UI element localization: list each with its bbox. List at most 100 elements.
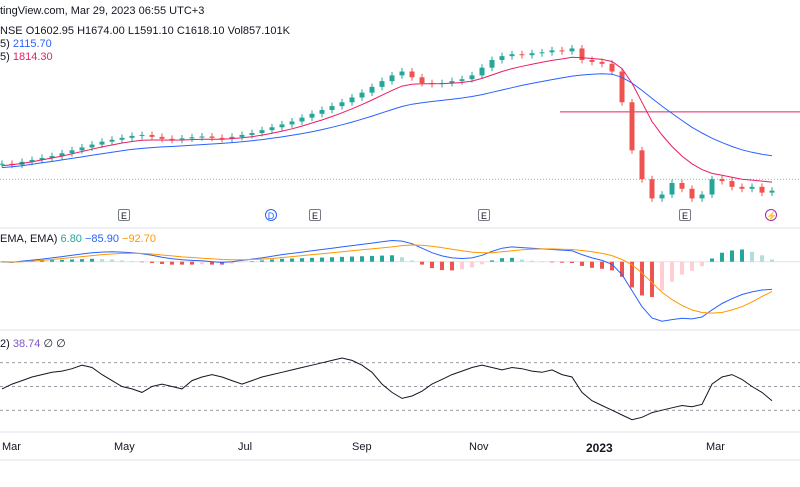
candle-body-6 [59,153,65,157]
candle-body-42 [419,77,425,84]
candle-body-29 [289,121,295,125]
candle-body-24 [239,134,245,137]
candle-body-31 [309,113,315,118]
open-value: 1602.95 [34,25,75,37]
candle-body-58 [579,48,585,60]
macd-histogram-bar-6 [60,259,64,262]
open-label: O [25,25,35,37]
macd-histogram-bar-44 [440,261,444,271]
macd-histogram-bar-52 [520,259,524,262]
candle-body-35 [349,97,355,103]
earnings-marker-3[interactable]: E [478,209,490,221]
candle-body-18 [179,138,185,140]
candle-body-74 [739,186,745,189]
chart-source-line: tingView.com, Mar 29, 2023 06:55 UTC+3 [0,5,205,17]
candle-body-21 [209,136,215,138]
candle-body-64 [639,150,645,180]
macd-histogram-bar-58 [580,261,584,266]
candle-body-60 [599,61,605,64]
candle-body-46 [459,79,465,82]
macd-histogram-bar-61 [610,261,614,271]
candle-body-25 [249,133,255,135]
macd-prefix: EMA, EMA) [0,233,58,245]
candle-body-62 [619,71,625,103]
candle-body-36 [359,92,365,98]
macd-histogram-bar-66 [660,261,664,291]
close-label: C [176,25,185,37]
candle-body-61 [609,63,615,72]
high-value: 1674.00 [85,25,125,37]
macd-histogram-bar-51 [510,257,514,262]
macd-histogram-bar-12 [120,260,124,262]
macd-histogram-bar-18 [180,261,184,265]
macd-histogram-bar-37 [370,255,374,262]
macd-histogram-bar-43 [430,261,434,269]
macd-histogram-bar-7 [70,259,74,262]
macd-histogram-bar-38 [380,255,384,262]
candle-body-37 [369,86,375,93]
macd-histogram-bar-45 [450,261,454,271]
macd-histogram-bar-4 [40,260,44,262]
candle-body-16 [159,136,165,139]
candle-body-26 [259,130,265,134]
month-label-may: May [114,441,135,453]
rsi-series [1,357,773,421]
macd-signal-series [1,244,773,314]
macd-histogram-bar-13 [130,261,134,262]
macd-histogram-bar-75 [750,251,754,262]
macd-histogram-bar-41 [410,260,414,262]
ma-short-value: 1814.30 [12,51,53,63]
candle-body-11 [109,139,115,142]
macd-signal-value: −92.70 [122,233,156,245]
ma-long-series [1,73,773,169]
candle-body-50 [499,56,505,60]
candle-body-8 [79,147,85,151]
month-label-sep: Sep [352,441,372,453]
month-label-mar: Mar [2,441,21,453]
dividend-marker[interactable]: D [265,209,277,221]
candle-body-27 [269,127,275,131]
macd-histogram-bar-53 [530,260,534,262]
macd-histogram-bar-20 [200,261,204,265]
candle-body-67 [669,183,675,195]
macd-histogram-bar-5 [50,260,54,262]
candle-body-75 [749,186,755,189]
earnings-marker-1[interactable]: E [118,209,130,221]
candle-body-19 [189,137,195,139]
macd-histogram-bar-33 [330,257,334,262]
candle-body-52 [519,54,525,56]
macd-histogram-bar-57 [570,261,574,263]
candle-body-12 [119,137,125,140]
macd-histogram-bar-63 [630,261,634,288]
ma-short-readout: 5) 1814.30 [0,51,53,63]
macd-histogram-bar-60 [600,261,604,269]
macd-histogram-bar-65 [650,261,654,298]
macd-histogram-bar-35 [350,256,354,262]
macd-histogram-bar-70 [700,261,704,267]
candle-body-40 [399,71,405,76]
candle-body-56 [559,50,565,52]
candle-body-65 [649,179,655,199]
earnings-marker-2[interactable]: E [309,209,321,221]
split-marker[interactable]: ⚡ [765,209,778,221]
candle-body-20 [199,136,205,138]
macd-histogram-bar-31 [310,257,314,262]
candle-body-14 [139,134,145,136]
rsi-prefix: 2) [0,338,10,350]
macd-histogram-bar-10 [100,259,104,262]
macd-histogram-bar-64 [640,261,644,296]
low-label: L [127,25,134,37]
ma-long-readout: 5) 2115.70 [0,38,52,50]
macd-histogram-bar-34 [340,256,344,262]
candle-body-33 [329,106,335,110]
macd-histogram-bar-76 [760,255,764,262]
candle-body-34 [339,102,345,107]
macd-histogram-bar-73 [730,250,734,262]
candle-body-71 [709,179,715,195]
vol-value: 857.101K [242,25,290,37]
macd-histogram-bar-32 [320,257,324,262]
macd-histogram-bar-22 [220,261,224,265]
candle-body-68 [679,183,685,189]
earnings-marker-4[interactable]: E [679,209,691,221]
candle-body-70 [699,194,705,199]
